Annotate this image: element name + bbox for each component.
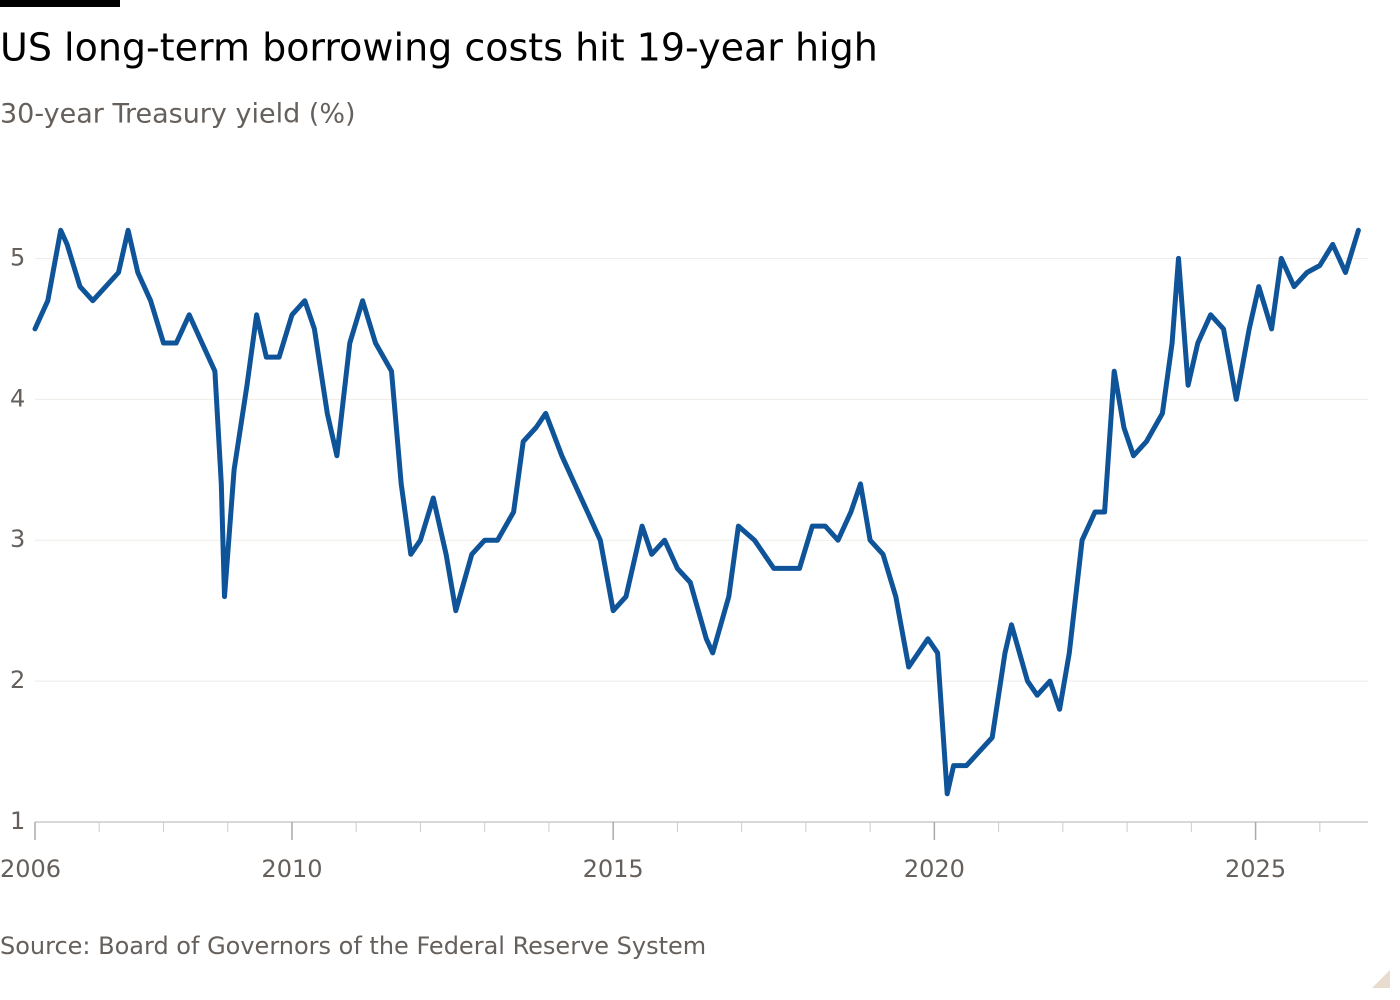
x-tick-label: 2025 (1225, 855, 1286, 883)
y-tick-label: 2 (10, 666, 25, 694)
chart-title: US long-term borrowing costs hit 19-year… (0, 26, 878, 70)
corner-mark (1372, 970, 1390, 988)
x-tick-label: 2020 (904, 855, 965, 883)
x-tick-label: 2006 (0, 855, 61, 883)
y-tick-label: 5 (10, 243, 25, 271)
source: Source: Board of Governors of the Federa… (0, 932, 706, 960)
y-tick-label: 1 (10, 807, 25, 835)
x-tick-label: 2010 (261, 855, 322, 883)
x-tick-label: 2015 (583, 855, 644, 883)
y-tick-label: 3 (10, 525, 25, 553)
line (32, 227, 1361, 797)
brand-bar (0, 0, 120, 7)
y-tick-label: 4 (10, 384, 25, 412)
chart-subtitle: 30-year Treasury yield (%) (0, 99, 356, 130)
